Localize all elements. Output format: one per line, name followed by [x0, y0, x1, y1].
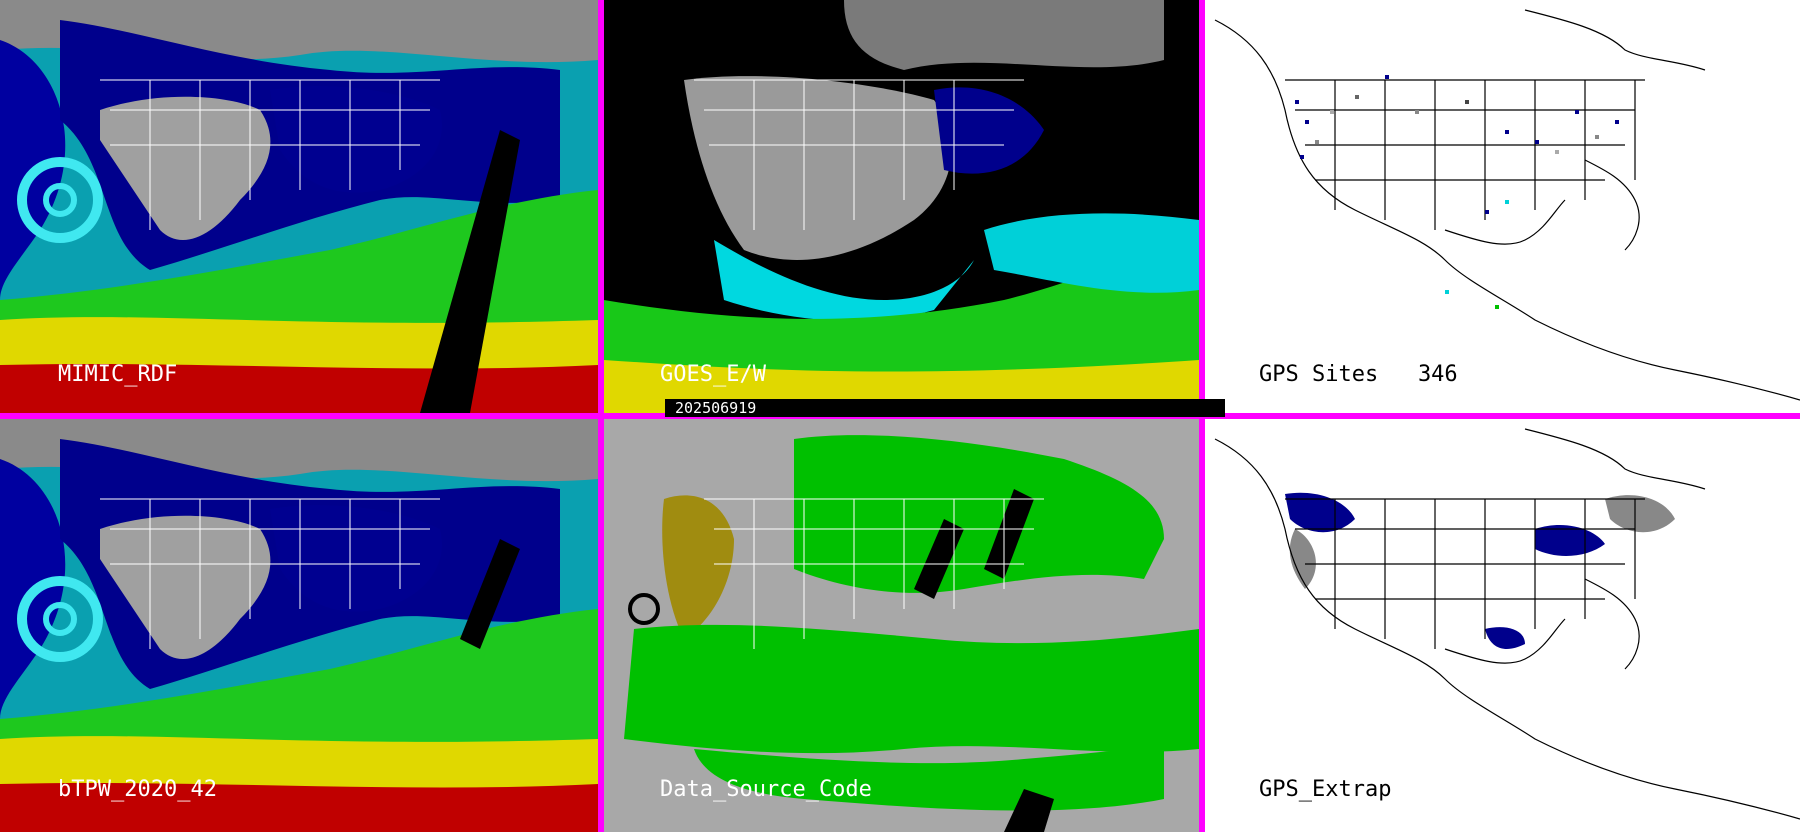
map-panel-gps-sites: GPS Sites 346: [1205, 0, 1800, 413]
tpw-map-image: [0, 0, 598, 413]
panel-label: MIMIC_RDF: [58, 362, 178, 387]
gps-site-markers: [1295, 75, 1619, 309]
panel-label: GPS Sites 346: [1259, 362, 1458, 387]
map-panel-data-source-code: Data_Source_Code: [604, 419, 1199, 832]
tpw-map-image: [0, 419, 598, 832]
gps-extrap-map-image: [1205, 419, 1800, 832]
timestamp-label: 202506919: [665, 399, 1225, 417]
goes-map-image: [604, 0, 1199, 413]
panel-label: Data_Source_Code: [660, 777, 872, 802]
map-panel-mimic-rdf: MIMIC_RDF: [0, 0, 598, 413]
map-panel-btpw: bTPW_2020_42: [0, 419, 598, 832]
gps-sites-map-image: [1205, 0, 1800, 413]
panel-label: bTPW_2020_42: [58, 777, 217, 802]
panel-label: GOES_E/W: [660, 362, 766, 387]
source-map-image: [604, 419, 1199, 832]
map-panel-goes: GOES_E/W: [604, 0, 1199, 413]
map-panel-gps-extrap: GPS_Extrap: [1205, 419, 1800, 832]
panel-label: GPS_Extrap: [1259, 777, 1392, 802]
